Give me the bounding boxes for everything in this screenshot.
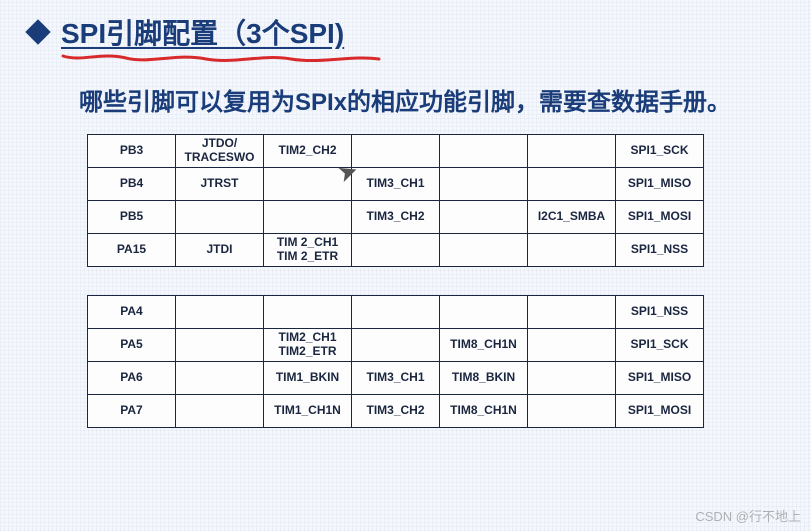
title-row: SPI引脚配置（3个SPI): [25, 12, 786, 52]
table-cell: PB4: [88, 167, 176, 200]
subtitle-text: 哪些引脚可以复用为SPIx的相应功能引脚，需要查数据手册。: [79, 86, 786, 120]
table-cell: [176, 200, 264, 233]
table-cell: [528, 394, 616, 427]
table-cell: [176, 328, 264, 361]
table-row: PA5 TIM2_CH1TIM2_ETR TIM8_CH1N SPI1_SCK: [88, 328, 704, 361]
table-cell: SPI1_SCK: [616, 328, 704, 361]
table-row: PA6 TIM1_BKINTIM3_CH1TIM8_BKIN SPI1_MISO: [88, 361, 704, 394]
table-cell: [528, 233, 616, 266]
table-cell: [264, 295, 352, 328]
bullet-diamond: [25, 19, 50, 44]
table-cell: TIM3_CH1: [352, 167, 440, 200]
table-row: PB3JTDO/TRACESWOTIM2_CH2SPI1_SCK: [88, 134, 704, 167]
table-cell: TIM8_CH1N: [440, 328, 528, 361]
table-cell: [352, 134, 440, 167]
table-cell: SPI1_MOSI: [616, 394, 704, 427]
table-cell: TIM 2_CH1TIM 2_ETR: [264, 233, 352, 266]
table-cell: [440, 134, 528, 167]
table-cell: [528, 295, 616, 328]
table-cell: SPI1_MISO: [616, 167, 704, 200]
table-cell: SPI1_NSS: [616, 295, 704, 328]
table-cell: PA5: [88, 328, 176, 361]
watermark-text: CSDN @行不地上: [695, 506, 801, 525]
table-cell: SPI1_SCK: [616, 134, 704, 167]
table-cell: PA7: [88, 394, 176, 427]
title-wrap: SPI引脚配置（3个SPI): [61, 12, 344, 52]
table-cell: TIM8_CH1N: [440, 394, 528, 427]
table-row: PA4 SPI1_NSS: [88, 295, 704, 328]
table-cell: PA6: [88, 361, 176, 394]
table-cell: [528, 361, 616, 394]
table-cell: TIM1_CH1N: [264, 394, 352, 427]
table-cell: TIM2_CH1TIM2_ETR: [264, 328, 352, 361]
table-cell: PB5: [88, 200, 176, 233]
hand-drawn-underline: [61, 50, 381, 66]
table-cell: PB3: [88, 134, 176, 167]
table-cell: TIM3_CH1: [352, 361, 440, 394]
table-cell: [528, 167, 616, 200]
table-cell: [440, 167, 528, 200]
pin-table-2: PA4 SPI1_NSS PA5 TIM2_CH1TIM2_ETR TIM8_CH1N S…: [87, 295, 704, 428]
table-cell: PA4: [88, 295, 176, 328]
table-cell: [352, 233, 440, 266]
table-row: PB4JTRST TIM3_CH1 SPI1_MISO: [88, 167, 704, 200]
table-cell: TIM8_BKIN: [440, 361, 528, 394]
page-title: SPI引脚配置（3个SPI): [61, 18, 344, 49]
tables-container: PB3JTDO/TRACESWOTIM2_CH2SPI1_SCKPB4JTRST…: [87, 134, 786, 428]
table-cell: JTRST: [176, 167, 264, 200]
table-cell: JTDI: [176, 233, 264, 266]
table-cell: [352, 328, 440, 361]
table-cell: TIM3_CH2: [352, 394, 440, 427]
table-cell: [352, 295, 440, 328]
table-cell: TIM3_CH2: [352, 200, 440, 233]
table-cell: [176, 394, 264, 427]
table-cell: [176, 361, 264, 394]
table-cell: SPI1_MISO: [616, 361, 704, 394]
table-cell: [440, 295, 528, 328]
table-cell: [264, 200, 352, 233]
table-cell: SPI1_NSS: [616, 233, 704, 266]
table-cell: SPI1_MOSI: [616, 200, 704, 233]
table-cell: [440, 200, 528, 233]
table-cell: TIM1_BKIN: [264, 361, 352, 394]
table-cell: I2C1_SMBA: [528, 200, 616, 233]
table-cell: [528, 328, 616, 361]
table-cell: [176, 295, 264, 328]
table-cell: JTDO/TRACESWO: [176, 134, 264, 167]
table-row: PA7 TIM1_CH1NTIM3_CH2TIM8_CH1N SPI1_MOSI: [88, 394, 704, 427]
table-cell: PA15: [88, 233, 176, 266]
table-cell: [528, 134, 616, 167]
table-row: PB5 TIM3_CH2 I2C1_SMBASPI1_MOSI: [88, 200, 704, 233]
table-row: PA15JTDITIM 2_CH1TIM 2_ETR SPI1_NSS: [88, 233, 704, 266]
pin-table-1: PB3JTDO/TRACESWOTIM2_CH2SPI1_SCKPB4JTRST…: [87, 134, 704, 267]
table-cell: [440, 233, 528, 266]
